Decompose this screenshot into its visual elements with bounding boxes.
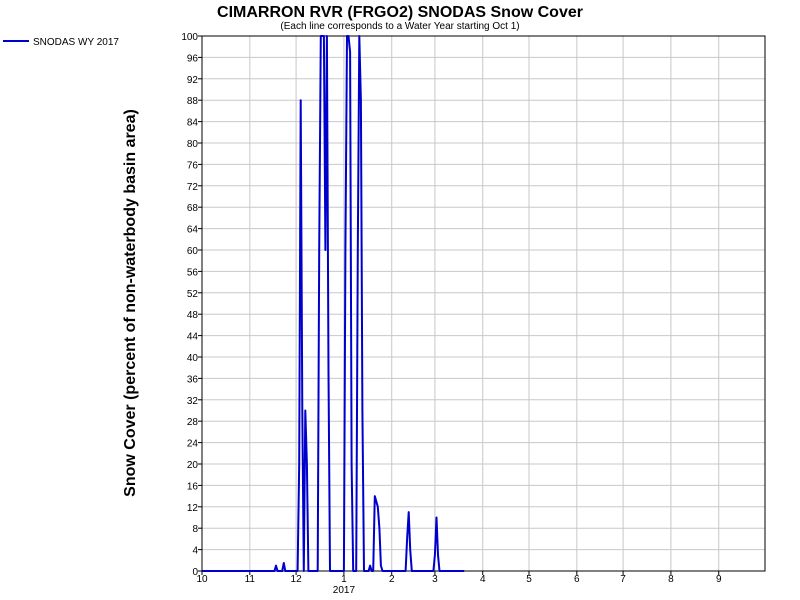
y-tick-label: 60 [187, 246, 199, 257]
series-layer [202, 35, 465, 572]
x-tick-label: 7 [620, 574, 626, 585]
y-tick-label: 32 [187, 396, 199, 407]
x-tick-label: 5 [526, 574, 532, 585]
chart-title: CIMARRON RVR (FRGO2) SNODAS Snow Cover [217, 4, 583, 21]
y-tick-label: 44 [187, 332, 199, 343]
y-tick-label: 4 [192, 546, 198, 557]
y-tick-label: 20 [187, 460, 199, 471]
x-tick-label: 9 [716, 574, 722, 585]
x-tick-label: 2 [389, 574, 395, 585]
x-tick-label: 12 [291, 574, 303, 585]
x-tick-label: 10 [196, 574, 208, 585]
y-tick-label: 72 [187, 182, 199, 193]
y-tick-label: 36 [187, 374, 199, 385]
y-tick-label: 80 [187, 139, 199, 150]
y-tick-label: 56 [187, 267, 199, 278]
y-tick-label: 84 [187, 118, 199, 129]
x-tick-label: 3 [432, 574, 438, 585]
x-tick-label: 1 [341, 574, 347, 585]
x-tick-label: 8 [668, 574, 674, 585]
y-axis-label: Snow Cover (percent of non-waterbody bas… [122, 109, 139, 497]
x-tick-label: 6 [574, 574, 580, 585]
y-tick-label: 48 [187, 310, 199, 321]
y-tick-label: 16 [187, 481, 199, 492]
y-tick-label: 12 [187, 503, 199, 514]
y-tick-label: 24 [187, 439, 199, 450]
x-tick-label: 11 [245, 574, 256, 585]
x-year-label: 2017 [333, 585, 356, 596]
y-tick-label: 92 [187, 75, 199, 86]
y-tick-label: 28 [187, 417, 199, 428]
series-line-0 [202, 35, 465, 572]
y-tick-label: 40 [187, 353, 199, 364]
legend: SNODAS WY 2017 [3, 37, 119, 48]
y-tick-label: 64 [187, 225, 199, 236]
y-tick-label: 8 [192, 524, 198, 535]
y-tick-label: 52 [187, 289, 199, 300]
y-tick-label: 88 [187, 96, 199, 107]
y-tick-label: 76 [187, 160, 199, 171]
chart-subtitle: (Each line corresponds to a Water Year s… [280, 21, 519, 32]
y-axis-ticks: 0481216202428323640444852566064687276808… [181, 32, 202, 578]
y-tick-label: 100 [181, 32, 198, 43]
y-tick-label: 0 [192, 567, 198, 578]
y-tick-label: 96 [187, 53, 199, 64]
legend-label: SNODAS WY 2017 [33, 37, 119, 48]
y-tick-label: 68 [187, 203, 199, 214]
x-tick-label: 4 [480, 574, 486, 585]
gridlines [201, 35, 765, 572]
plot-frame [201, 35, 766, 572]
